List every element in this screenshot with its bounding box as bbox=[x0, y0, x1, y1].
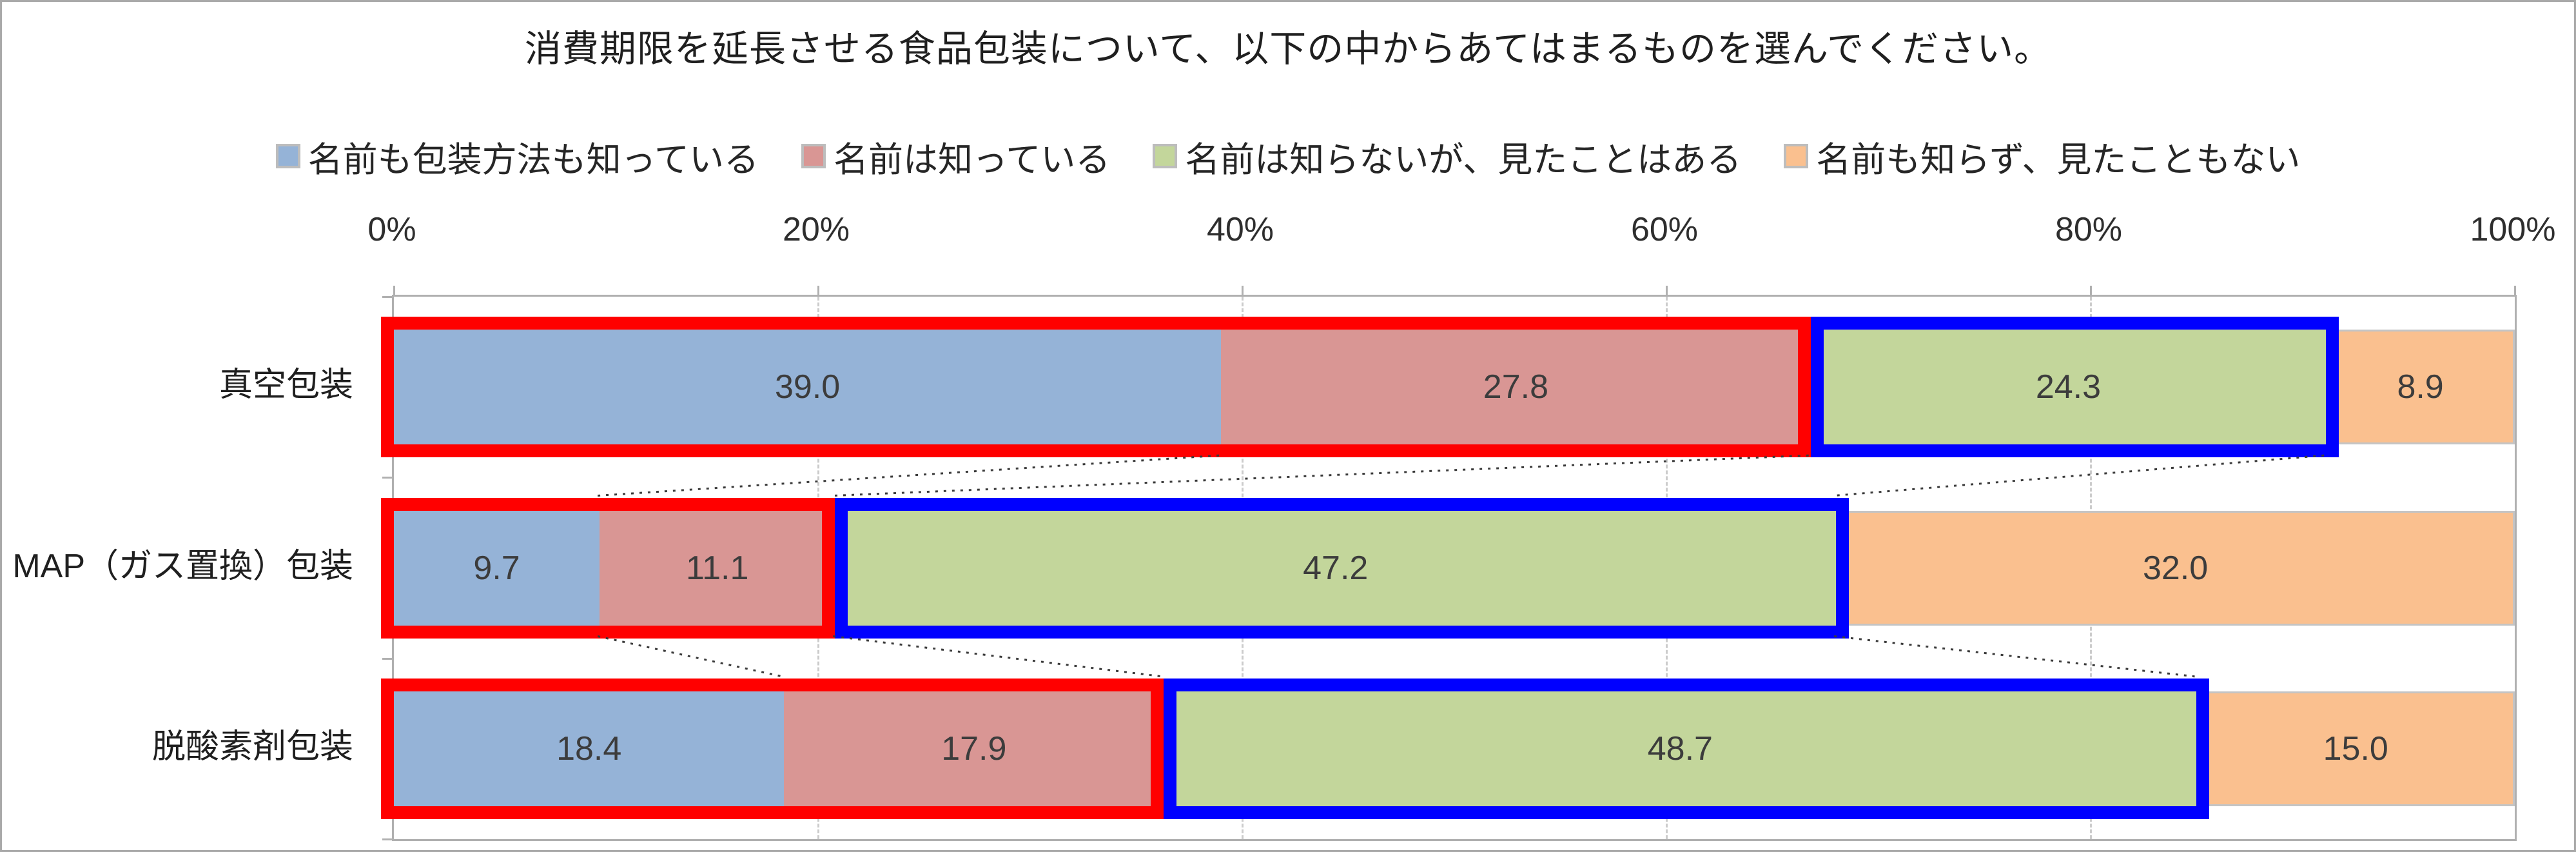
category-label: 脱酸素剤包装 bbox=[151, 728, 353, 766]
blue-annotation-box bbox=[1810, 317, 2339, 458]
x-axis-tick-label: 60% bbox=[1630, 211, 1699, 248]
category-label: 真空包装 bbox=[219, 366, 353, 404]
bar-segment bbox=[2326, 330, 2515, 445]
x-axis-tick-mark bbox=[1242, 286, 1244, 295]
bar-segment bbox=[1221, 330, 1811, 445]
x-axis-tick-label: 20% bbox=[782, 211, 850, 248]
plot-area: 39.0 27.8 24.3 8.9 9.7 11.1 47.2 32.0 18.4 17.9 48… bbox=[381, 286, 2517, 841]
bar-value-label: 27.8 bbox=[1483, 368, 1548, 406]
bar-segment bbox=[784, 691, 1164, 806]
bar-segment bbox=[1810, 330, 2327, 445]
red-annotation-box bbox=[381, 317, 1811, 458]
red-annotation-box bbox=[381, 678, 1164, 819]
legend-swatch-icon bbox=[801, 144, 826, 168]
bar-segment bbox=[1164, 691, 2197, 806]
legend-item-label: 名前は知らないが、見たことはある bbox=[1185, 140, 1742, 179]
legend-swatch-icon bbox=[275, 144, 300, 168]
bar-value-label: 15.0 bbox=[2323, 729, 2388, 768]
y-axis-tick-mark bbox=[382, 296, 394, 298]
bar-value-label: 18.4 bbox=[556, 729, 622, 768]
legend-item-label: 名前も知らず、見たこともない bbox=[1816, 140, 2301, 179]
x-axis-tick-mark bbox=[393, 286, 395, 295]
x-axis-tick-label: 40% bbox=[1206, 211, 1274, 248]
bar-value-label: 39.0 bbox=[774, 368, 841, 406]
x-axis-tick-label: 0% bbox=[367, 211, 416, 248]
y-axis-tick-mark bbox=[382, 477, 394, 479]
legend-item-2: 名前は知らないが、見たことはある bbox=[1153, 131, 1741, 182]
legend-item-0: 名前も包装方法も知っている bbox=[275, 131, 759, 182]
bar-value-label: 48.7 bbox=[1647, 729, 1713, 768]
bar-segment bbox=[1836, 510, 2515, 626]
chart-title: 消費期限を延長させる食品包装について、以下の中からあてはまるものを選んでください… bbox=[524, 28, 2052, 70]
legend-item-label: 名前は知っている bbox=[833, 140, 1111, 179]
red-annotation-box bbox=[381, 497, 835, 639]
bar-segment bbox=[600, 510, 835, 626]
x-axis-tick-label: 80% bbox=[2054, 211, 2123, 248]
bar-value-label: 8.9 bbox=[2397, 368, 2444, 406]
x-axis-tick-mark bbox=[817, 286, 819, 295]
bar-value-label: 17.9 bbox=[941, 729, 1007, 768]
bar-value-label: 11.1 bbox=[686, 549, 749, 587]
bar-value-label: 24.3 bbox=[2035, 368, 2102, 406]
x-axis-tick-mark bbox=[2090, 286, 2092, 295]
bar-segment bbox=[394, 510, 600, 626]
bar-value-label: 32.0 bbox=[2142, 549, 2209, 587]
bar-value-label: 9.7 bbox=[473, 549, 520, 587]
bar-value-label: 47.2 bbox=[1303, 549, 1369, 587]
bar-segment bbox=[394, 330, 1222, 445]
legend-item-1: 名前は知っている bbox=[801, 131, 1110, 182]
bar-segment bbox=[394, 691, 785, 806]
x-axis-labels: 0% 20% 40% 60% 80% 100% bbox=[2, 207, 2574, 252]
blue-annotation-box bbox=[835, 497, 1849, 639]
y-axis-tick-mark bbox=[382, 657, 394, 660]
x-axis-tick-mark bbox=[2514, 286, 2516, 295]
category-label: MAP（ガス置換）包装 bbox=[12, 547, 353, 585]
y-axis-tick-mark bbox=[382, 838, 394, 840]
x-axis-tick-mark bbox=[1666, 286, 1668, 295]
bar-segment bbox=[835, 510, 1837, 626]
blue-annotation-box bbox=[1164, 678, 2210, 819]
legend-item-label: 名前も包装方法も知っている bbox=[307, 140, 759, 179]
legend-item-3: 名前も知らず、見たこともない bbox=[1784, 131, 2300, 182]
x-axis-tick-label: 100% bbox=[2470, 211, 2556, 248]
legend-swatch-icon bbox=[1153, 144, 1178, 168]
legend-swatch-icon bbox=[1784, 144, 1809, 168]
legend: 名前も包装方法も知っている 名前は知っている 名前は知らないが、見たことはある 名前も… bbox=[2, 128, 2574, 184]
